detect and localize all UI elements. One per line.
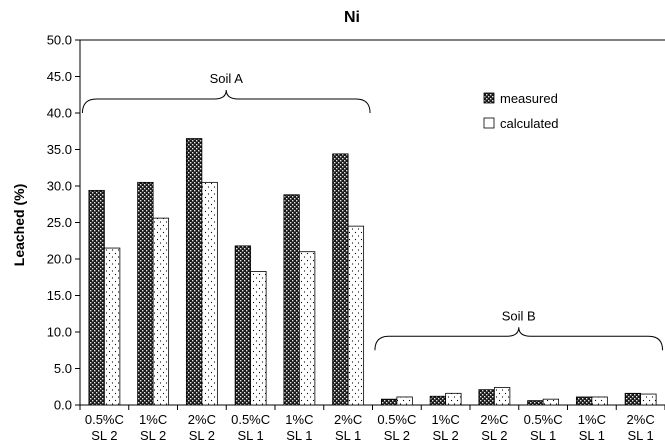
- bar-calculated: [493, 387, 511, 406]
- x-tick-label-line2: SL 1: [286, 428, 312, 443]
- bar-calculated: [250, 271, 267, 406]
- bar-measured: [575, 396, 593, 406]
- x-tick-label-line1: 0.5%C: [85, 412, 124, 427]
- bar-measured: [234, 245, 252, 406]
- legend-swatch-calculated: [483, 117, 495, 129]
- y-tick-label: 10.0: [47, 325, 72, 340]
- y-tick-label: 0.0: [54, 398, 72, 413]
- x-tick-label-line2: SL 2: [140, 428, 166, 443]
- brace-soil-b: [374, 327, 664, 351]
- y-tick-label: 50.0: [47, 33, 72, 48]
- bar-calculated: [640, 393, 657, 406]
- bar-measured: [429, 395, 447, 406]
- x-tick-label-line2: SL 2: [432, 428, 458, 443]
- bar-measured: [478, 389, 495, 406]
- x-tick-label-line2: SL 2: [481, 428, 507, 443]
- legend-swatch-measured: [483, 92, 495, 104]
- x-tick-label-line2: SL 1: [237, 428, 263, 443]
- brace-soil-a: [81, 89, 371, 114]
- y-tick-label: 45.0: [47, 69, 72, 84]
- bar-calculated: [591, 396, 608, 406]
- x-tick-label-line1: 0.5%C: [231, 412, 270, 427]
- bar-measured: [283, 194, 300, 406]
- y-tick-label: 15.0: [47, 288, 72, 303]
- legend-label-calculated: calculated: [500, 116, 559, 131]
- annotation-soil-b: Soil B: [502, 308, 536, 323]
- bar-measured: [380, 398, 398, 406]
- bar-measured: [185, 138, 203, 406]
- annotations: Soil A Soil B: [81, 71, 664, 351]
- bar-calculated: [201, 181, 218, 406]
- x-tick-label-line2: SL 1: [530, 428, 556, 443]
- legend-label-measured: measured: [500, 91, 558, 106]
- x-tick-label-line2: SL 1: [627, 428, 653, 443]
- bar-calculated: [542, 398, 560, 406]
- x-tick-label-line1: 0.5%C: [377, 412, 416, 427]
- y-axis-label: Leached (%): [11, 184, 27, 266]
- x-tick-label-line2: SL 2: [384, 428, 410, 443]
- x-tick-label-line1: 1%C: [285, 412, 313, 427]
- bar-measured: [88, 189, 105, 406]
- x-tick-label-line2: SL 2: [189, 428, 215, 443]
- x-tick-label-line1: 0.5%C: [524, 412, 563, 427]
- bar-calculated: [396, 396, 413, 406]
- x-tick-label-line2: SL 2: [91, 428, 117, 443]
- x-tick-label-line1: 1%C: [139, 412, 167, 427]
- y-tick-label: 35.0: [47, 142, 72, 157]
- legend: measured calculated: [483, 91, 559, 131]
- x-tick-label-line1: 1%C: [432, 412, 460, 427]
- x-axis-tick-labels: 0.5%CSL 21%CSL 22%CSL 20.5%CSL 11%CSL 12…: [85, 412, 655, 443]
- bar-measured: [624, 392, 642, 406]
- bar-measured: [527, 400, 544, 406]
- x-tick-label-line1: 2%C: [334, 412, 362, 427]
- x-tick-label-line2: SL 1: [335, 428, 361, 443]
- x-tick-label-line1: 1%C: [578, 412, 606, 427]
- y-tick-label: 40.0: [47, 106, 72, 121]
- x-tick-label-line1: 2%C: [480, 412, 508, 427]
- y-tick-label: 30.0: [47, 179, 72, 194]
- bar-calculated: [445, 392, 462, 406]
- x-tick-label-line1: 2%C: [188, 412, 216, 427]
- axes: 0.0 5.0 10.0 15.0 20.0 25.0 30.0 35.0 40.0 45.0 50…: [47, 33, 665, 413]
- bar-calculated: [347, 225, 365, 406]
- bar-measured: [137, 181, 154, 406]
- x-tick-label-line1: 2%C: [627, 412, 655, 427]
- bars: [88, 138, 657, 406]
- x-tick-label-line2: SL 1: [579, 428, 605, 443]
- bar-measured: [332, 153, 349, 406]
- annotation-soil-a: Soil A: [210, 71, 244, 86]
- y-tick-label: 5.0: [54, 361, 72, 376]
- bar-calculated: [298, 251, 316, 406]
- bar-calculated: [152, 217, 170, 406]
- bar-calculated: [103, 247, 121, 406]
- y-tick-label: 25.0: [47, 215, 72, 230]
- chart-title: Ni: [344, 9, 360, 26]
- y-tick-label: 20.0: [47, 252, 72, 267]
